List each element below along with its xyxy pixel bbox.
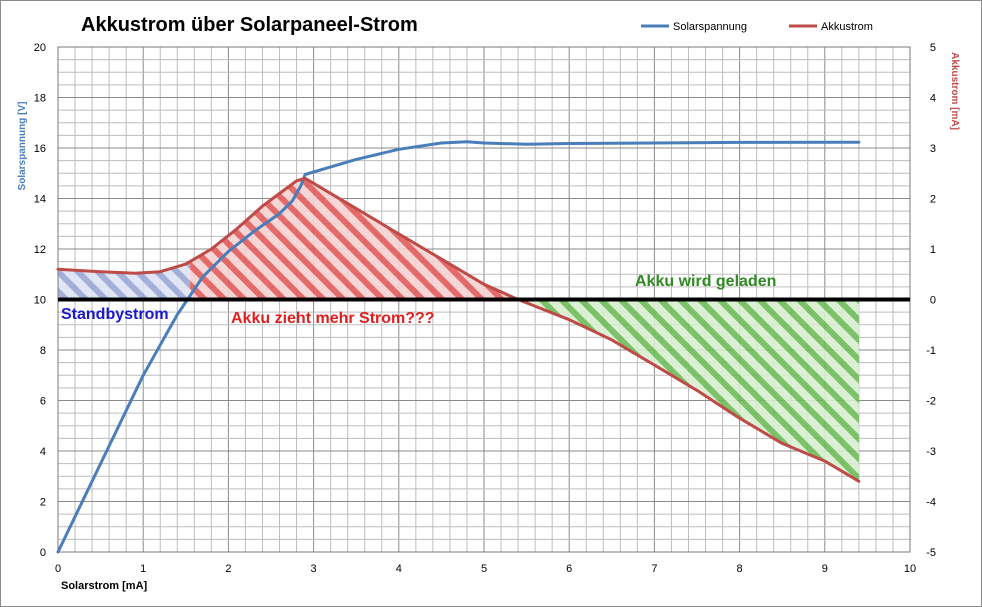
series-line-akkustrom — [56, 176, 861, 483]
y-left-tick-label: 20 — [34, 42, 46, 54]
y-right-tick-label: 5 — [930, 42, 936, 54]
x-tick-label: 2 — [225, 563, 231, 575]
y-axis-right-label: Akkustrom [mA] — [949, 52, 960, 130]
y-left-tick-label: 0 — [40, 547, 46, 559]
y-right-tick-label: -2 — [926, 396, 936, 408]
y-axis-left-label: Solarspannung [V] — [17, 102, 28, 191]
y-left-tick-label: 10 — [34, 295, 46, 307]
y-left-tick-label: 2 — [40, 497, 46, 509]
x-tick-label: 9 — [822, 563, 828, 575]
x-tick-label: 7 — [651, 563, 657, 575]
y-right-tick-label: -4 — [926, 497, 936, 509]
tick-labels: 0 1 2 3 4 5 6 7 8 9 1002468101214161820-5-4-3-2-10… — [34, 42, 936, 575]
y-right-tick-label: 4 — [930, 93, 936, 105]
shaded-region-discharge — [190, 178, 519, 300]
x-tick-label: 4 — [396, 563, 402, 575]
shaded-regions — [58, 178, 859, 482]
legend-label-solarspannung: Solarspannung — [673, 21, 747, 33]
y-left-tick-label: 4 — [40, 446, 46, 458]
x-tick-label: 8 — [737, 563, 743, 575]
y-left-tick-label: 14 — [34, 194, 46, 206]
y-right-tick-label: -1 — [926, 345, 936, 357]
y-right-tick-label: -5 — [926, 547, 936, 559]
shaded-region-standby — [58, 261, 191, 300]
y-right-tick-label: 3 — [930, 143, 936, 155]
y-right-tick-label: 1 — [930, 244, 936, 256]
x-tick-label: 6 — [566, 563, 572, 575]
y-left-tick-label: 8 — [40, 345, 46, 357]
series-line-solarspannung — [56, 140, 861, 554]
y-right-tick-label: -3 — [926, 446, 936, 458]
x-tick-label: 3 — [311, 563, 317, 575]
x-tick-label: 1 — [140, 563, 146, 575]
y-left-tick-label: 6 — [40, 396, 46, 408]
annotation-standbystrom: Standbystrom — [61, 306, 169, 323]
x-tick-label: 10 — [904, 563, 916, 575]
series-lines — [56, 140, 861, 554]
y-right-tick-label: 0 — [930, 295, 936, 307]
annotation-akku-zieht-mehr-strom: Akku zieht mehr Strom??? — [231, 310, 435, 327]
y-left-tick-label: 12 — [34, 244, 46, 256]
y-left-tick-label: 18 — [34, 93, 46, 105]
x-tick-label: 0 — [55, 563, 61, 575]
shaded-region-charge — [518, 299, 859, 482]
x-tick-label: 5 — [481, 563, 487, 575]
y-right-tick-label: 2 — [930, 194, 936, 206]
annotation-akku-wird-geladen: Akku wird geladen — [635, 273, 776, 290]
y-left-tick-label: 16 — [34, 143, 46, 155]
chart-title: Akkustrom über Solarpaneel-Strom — [81, 14, 418, 36]
legend: Solarspannung Akkustrom — [641, 21, 873, 33]
x-axis-label: Solarstrom [mA] — [61, 580, 148, 592]
legend-label-akkustrom: Akkustrom — [821, 21, 873, 33]
